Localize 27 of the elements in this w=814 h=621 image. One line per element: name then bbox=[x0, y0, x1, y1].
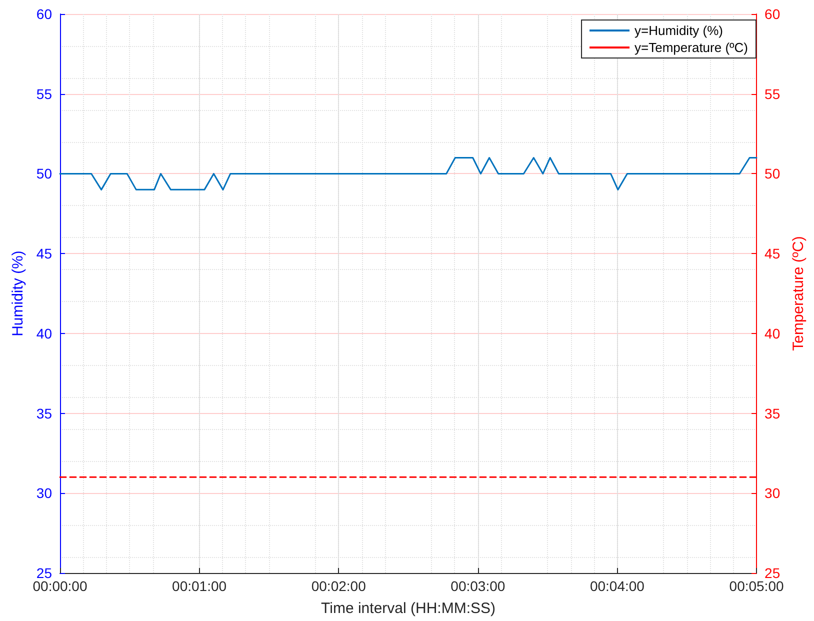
y-tick-label: 35 bbox=[36, 405, 52, 422]
y2-tick-label: 35 bbox=[764, 405, 780, 422]
legend-label: y=Temperature (ºC) bbox=[634, 40, 748, 55]
y2-tick-label: 40 bbox=[764, 325, 780, 342]
y-tick-label: 25 bbox=[36, 565, 52, 581]
x-tick-label: 00:02:00 bbox=[311, 578, 366, 594]
y2-tick-label: 25 bbox=[764, 565, 780, 581]
x-tick-label: 00:05:00 bbox=[729, 578, 784, 594]
y-tick-label: 40 bbox=[36, 325, 52, 342]
y-axis-title: Humidity (%) bbox=[10, 250, 27, 336]
x-tick-label: 00:03:00 bbox=[450, 578, 506, 594]
y-tick-label: 50 bbox=[36, 166, 52, 182]
x-tick-label: 00:01:00 bbox=[172, 578, 227, 594]
y2-tick-label: 45 bbox=[764, 246, 780, 262]
y-tick-label: 30 bbox=[36, 485, 52, 502]
x-axis-title: Time interval (HH:MM:SS) bbox=[321, 600, 496, 617]
y-tick-label: 55 bbox=[36, 86, 52, 102]
x-tick-label: 00:04:00 bbox=[590, 578, 645, 594]
y2-axis-title: Temperature (ºC) bbox=[790, 236, 807, 351]
legend-label: y=Humidity (%) bbox=[634, 23, 724, 38]
y-tick-label: 60 bbox=[36, 6, 52, 22]
y-tick-label: 45 bbox=[36, 246, 52, 262]
y2-tick-label: 60 bbox=[764, 6, 780, 22]
y2-tick-label: 30 bbox=[764, 485, 780, 502]
y2-tick-label: 50 bbox=[764, 166, 780, 182]
y2-tick-label: 55 bbox=[764, 86, 780, 102]
x-tick-label: 00:00:00 bbox=[32, 578, 88, 594]
